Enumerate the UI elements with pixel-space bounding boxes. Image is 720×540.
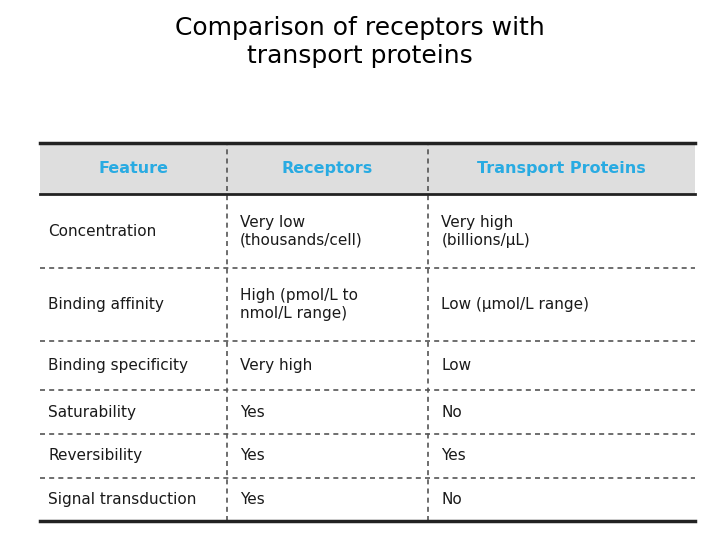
Text: Transport Proteins: Transport Proteins	[477, 161, 646, 176]
Text: Very high: Very high	[240, 359, 312, 374]
Text: Yes: Yes	[441, 448, 466, 463]
Text: Very low
(thousands/cell): Very low (thousands/cell)	[240, 215, 362, 248]
Text: Yes: Yes	[240, 492, 264, 507]
Text: Very high
(billions/μL): Very high (billions/μL)	[441, 215, 530, 248]
Text: Reversibility: Reversibility	[48, 448, 143, 463]
Text: Low: Low	[441, 359, 472, 374]
Text: Comparison of receptors with
transport proteins: Comparison of receptors with transport p…	[175, 16, 545, 68]
Text: Signal transduction: Signal transduction	[48, 492, 197, 507]
Text: Binding affinity: Binding affinity	[48, 297, 164, 312]
Text: Saturability: Saturability	[48, 404, 136, 420]
Text: High (pmol/L to
nmol/L range): High (pmol/L to nmol/L range)	[240, 288, 358, 321]
Text: Receptors: Receptors	[282, 161, 373, 176]
Text: Concentration: Concentration	[48, 224, 156, 239]
Text: Low (μmol/L range): Low (μmol/L range)	[441, 297, 590, 312]
Text: Yes: Yes	[240, 448, 264, 463]
Text: No: No	[441, 492, 462, 507]
Text: Feature: Feature	[98, 161, 168, 176]
Text: No: No	[441, 404, 462, 420]
Bar	[40, 143, 695, 194]
Text: Yes: Yes	[240, 404, 264, 420]
Text: Binding specificity: Binding specificity	[48, 359, 188, 374]
